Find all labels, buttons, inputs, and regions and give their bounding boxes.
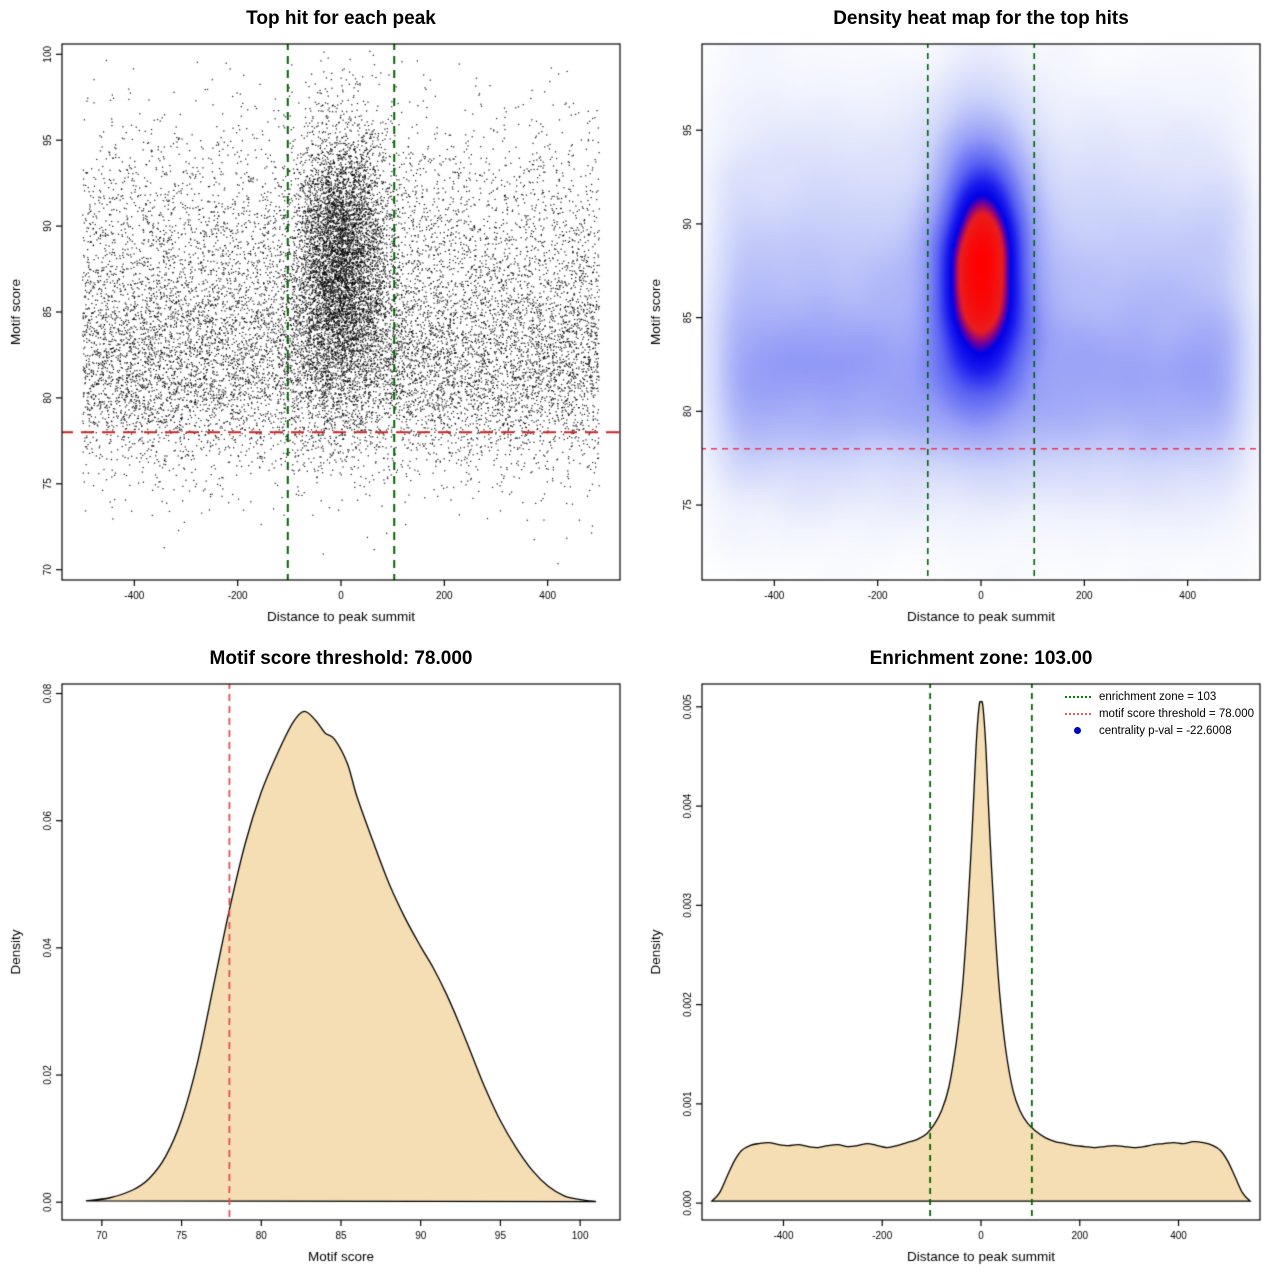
panel-enrichment-zone-density: Enrichment zone: 103.00 enrichment zone … xyxy=(640,640,1280,1280)
legend-label-enrichment-zone: enrichment zone = 103 xyxy=(1098,690,1217,703)
legend: enrichment zone = 103 motif score thresh… xyxy=(1063,688,1254,739)
enrichment-zone-line-swatch xyxy=(1064,695,1091,698)
score-density-canvas xyxy=(0,640,640,1280)
heatmap-canvas xyxy=(640,0,1280,640)
legend-item-centrality-pval: centrality p-val = -22.6008 xyxy=(1063,722,1254,739)
centrality-pval-dot-swatch xyxy=(1074,727,1082,734)
panel-density-heatmap: Density heat map for the top hits xyxy=(640,0,1280,640)
legend-swatch-holder xyxy=(1063,695,1093,698)
legend-label-centrality-pval: centrality p-val = -22.6008 xyxy=(1098,724,1232,737)
panel-top-hit-scatter: Top hit for each peak xyxy=(0,0,640,640)
legend-label-score-threshold: motif score threshold = 78.000 xyxy=(1098,707,1254,720)
distance-density-canvas xyxy=(640,640,1280,1280)
panel-motif-score-density: Motif score threshold: 78.000 xyxy=(0,640,640,1280)
scatter-canvas xyxy=(0,0,640,640)
legend-item-enrichment-zone: enrichment zone = 103 xyxy=(1063,688,1254,705)
legend-swatch-holder xyxy=(1063,727,1093,734)
legend-swatch-holder xyxy=(1063,712,1093,715)
legend-item-score-threshold: motif score threshold = 78.000 xyxy=(1063,705,1254,722)
score-threshold-line-swatch xyxy=(1064,712,1091,715)
